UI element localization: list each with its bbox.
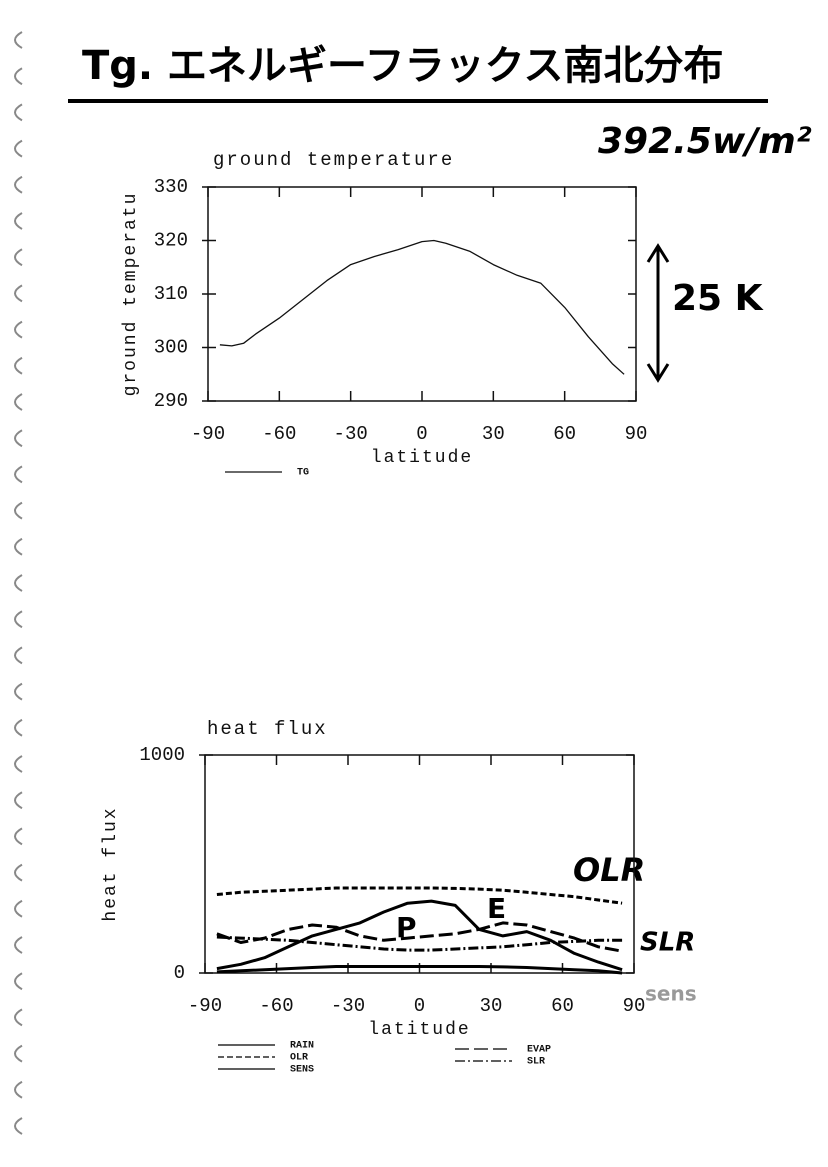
binder-ring [14,1044,23,1063]
series-line [216,921,623,953]
series-line [216,886,623,905]
binder-ring [14,718,23,737]
handwritten-note: SLR [640,928,695,958]
binder-ring [14,863,23,882]
y-tick-label: 290 [154,390,188,412]
y-axis-label: ground temperatu [121,192,141,397]
x-tick-label: -30 [331,995,365,1017]
legend-label: TG [297,468,309,479]
binder-ring [14,501,23,520]
y-tick-label: 320 [154,230,188,252]
handwritten-note: E [487,892,506,925]
x-tick-label: -90 [191,423,225,445]
binder-ring [14,936,23,954]
binder-ring [14,67,23,86]
x-tick-label: 0 [416,423,427,445]
x-axis-label: latitude [368,1020,470,1040]
x-axis-label: latitude [371,448,473,468]
binder-ring [14,429,23,448]
binder-ring [14,646,23,665]
legend-label: OLR [290,1053,308,1064]
x-tick-label: 30 [480,995,503,1017]
x-tick-label: 90 [625,423,648,445]
binder-ring [14,320,23,339]
legend-label: SLR [527,1057,545,1068]
chart: ground temperature -90 -60 -30 0 30 60 90 290 300… [121,149,648,479]
handwritten-note: OLR [573,851,645,889]
binder-ring [14,1117,23,1135]
x-tick-label: -90 [188,995,222,1017]
legend-label: SENS [290,1065,314,1076]
heading: Tg. エネルギーフラックス南北分布 [82,43,723,89]
binder-ring [14,1080,23,1099]
binder-ring [14,175,23,194]
binder-ring [14,284,23,303]
y-axis-label: heat flux [101,806,121,921]
binder-ring [14,248,23,267]
binder-ring [14,356,23,375]
x-tick-label: 90 [623,995,646,1017]
binder-ring [14,682,23,701]
binder-ring [14,574,23,592]
plot-frame [204,754,635,974]
handwritten-note: 25 K [672,278,764,319]
binder-ring [14,465,23,484]
x-tick-label: 60 [551,995,574,1017]
x-tick-label: -30 [334,423,368,445]
handwritten-note: 392.5w/m² [598,121,812,162]
binder-ring [14,103,23,122]
y-tick-label: 300 [154,337,188,359]
y-tick-label: 1000 [139,744,185,766]
y-tick-label: 0 [174,962,185,984]
handwritten-note: P [396,911,417,944]
binder-ring [14,393,23,411]
y-tick-label: 330 [154,176,188,198]
chart: heat flux -90 -60 -30 0 30 60 90 0 1000 latitude he… [101,718,646,1076]
binder-ring [14,972,23,991]
binder-ring [14,827,23,846]
binder-ring [14,610,23,629]
binder-ring [14,537,23,556]
series-line [219,239,625,375]
chart-title: heat flux [207,718,328,740]
handwritten-note: sens [645,982,697,1006]
binder-ring [14,139,23,158]
x-tick-label: -60 [259,995,293,1017]
x-tick-label: 60 [553,423,576,445]
binder-ring [14,1008,23,1027]
y-tick-label: 310 [154,283,188,305]
legend-label: RAIN [290,1041,314,1052]
binder-ring [14,791,23,810]
range-arrow [646,243,670,383]
legend-label: EVAP [527,1045,551,1056]
x-tick-label: 0 [414,995,425,1017]
binder-ring [14,755,23,773]
series-line [216,965,623,975]
binder-ring [14,212,23,230]
binder-ring [14,31,23,49]
chart-title: ground temperature [213,149,454,171]
series-line [216,935,623,952]
x-tick-label: 30 [482,423,505,445]
plot-frame [207,186,637,402]
binder-rings [14,31,23,1135]
x-tick-label: -60 [262,423,296,445]
binder-ring [14,899,23,918]
